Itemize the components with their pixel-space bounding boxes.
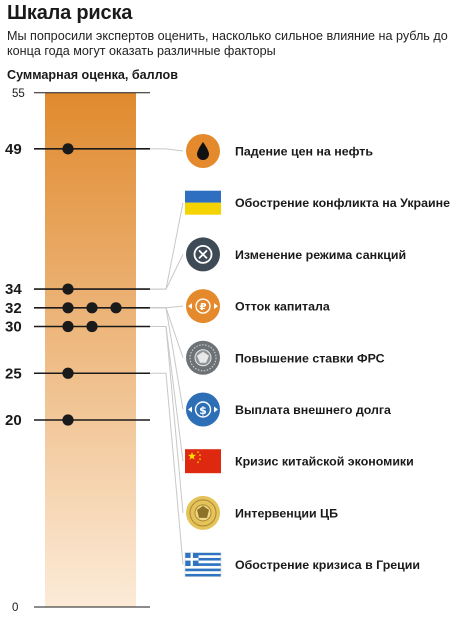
- china-flag-icon: [185, 449, 221, 474]
- score-point: [62, 320, 74, 333]
- factor-connector: [150, 148, 184, 152]
- score-point: [110, 302, 122, 314]
- score-point: [62, 143, 74, 155]
- factor-connector: [150, 254, 184, 290]
- score-point: [62, 283, 74, 295]
- y-axis-title: Суммарная оценка, баллов: [7, 68, 178, 82]
- factor-connector: [150, 326, 184, 513]
- factor-connector: [150, 372, 184, 565]
- ukraine-flag-icon: [185, 190, 221, 215]
- score-point: [86, 302, 98, 314]
- oil-drop-icon: [186, 134, 220, 168]
- ruble-outflow-icon: ₽: [186, 289, 220, 324]
- y-tick-label: 30: [5, 319, 22, 336]
- y-tick-label: 34: [5, 281, 22, 298]
- chart-subtitle: Мы попросили экспертов оценить, наскольк…: [7, 29, 448, 58]
- factor-label: Повышение ставки ФРС: [235, 351, 385, 365]
- score-point: [62, 414, 74, 426]
- factor-label: Выплата внешнего долга: [235, 403, 391, 417]
- factor-label: Падение цен на нефть: [235, 145, 373, 159]
- factor-label: Кризис китайской экономики: [235, 455, 414, 469]
- score-point: [62, 302, 74, 314]
- factor-connector: [150, 307, 184, 410]
- svg-text:₽: ₽: [200, 302, 207, 313]
- y-tick-label: 32: [5, 300, 22, 317]
- score-point: [86, 320, 98, 333]
- sanctions-icon: [186, 237, 220, 272]
- central-bank-seal-icon: [186, 495, 220, 530]
- y-tick-label: 25: [5, 365, 22, 382]
- factor-label: Изменение режима санкций: [235, 248, 406, 262]
- factor-connector: [150, 326, 184, 462]
- factor-label: Обострение кризиса в Греции: [235, 558, 420, 572]
- factor-label: Обострение конфликта на Украине: [235, 196, 450, 210]
- y-tick-label: 55: [12, 88, 25, 100]
- greece-flag-icon: [184, 552, 222, 577]
- svg-text:$: $: [199, 404, 207, 417]
- chart-title: Шкала риска: [7, 2, 133, 24]
- y-tick-label: 0: [12, 602, 18, 614]
- y-tick-label: 49: [5, 141, 22, 158]
- dollar-debt-icon: $: [186, 392, 220, 427]
- factor-connector: [150, 202, 184, 290]
- scale-bar: [45, 92, 136, 607]
- score-point: [62, 367, 74, 379]
- factor-label: Отток капитала: [235, 300, 330, 314]
- y-tick-label: 20: [5, 412, 22, 429]
- fed-seal-icon: [186, 340, 220, 375]
- factor-label: Интервенции ЦБ: [235, 506, 338, 520]
